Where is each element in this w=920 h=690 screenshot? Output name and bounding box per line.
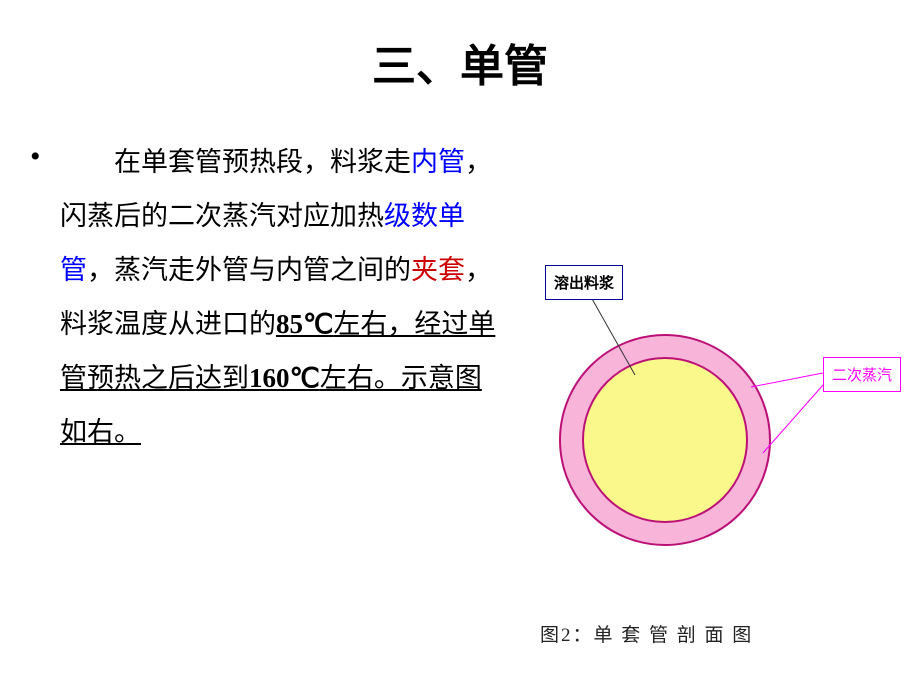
para-jacket: 夹套 [411,255,465,285]
para-temp2: 160℃ [249,363,320,393]
bullet-marker: • [30,140,41,174]
diagram-svg [525,265,920,605]
label-slurry-box: 溶出料浆 [545,265,623,300]
body-paragraph: 在单套管预热段，料浆走内管，闪蒸后的二次蒸汽对应加热级数单管，蒸汽走外管与内管之… [60,135,505,459]
cross-section-diagram: 溶出料浆 二次蒸汽 [525,265,920,605]
slide-title: 三、单管 [0,30,920,94]
para-inner-pipe: 内管 [411,147,465,177]
para-seg1: 在单套管预热段，料浆走 [114,147,411,177]
para-seg3: ，蒸汽走外管与内管之间的 [87,255,411,285]
figure-caption: 图2：单 套 管 剖 面 图 [540,620,753,647]
para-temp1: 85℃ [276,309,333,339]
label-steam-box: 二次蒸汽 [823,357,901,392]
